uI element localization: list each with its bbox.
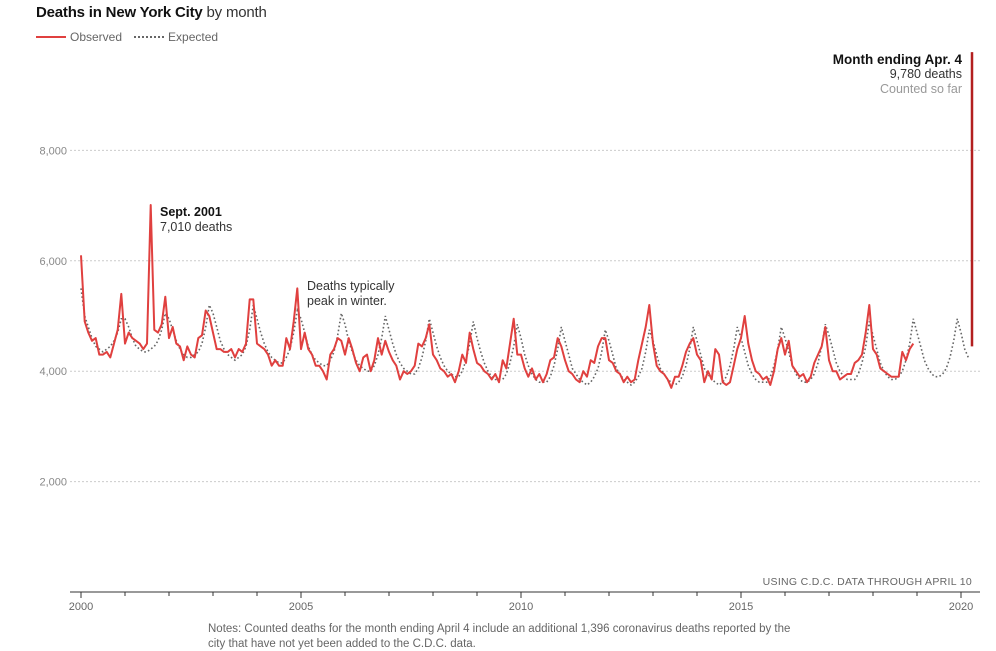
annotation-april-value: 9,780 deaths xyxy=(889,67,962,81)
annotation-april-title: Month ending Apr. 4 xyxy=(832,52,962,67)
x-tick-label: 2005 xyxy=(289,601,313,613)
title-strong: Deaths in New York City xyxy=(36,4,203,21)
notes: Notes: Counted deaths for the month endi… xyxy=(208,623,791,650)
source-note: USING C.D.C. DATA THROUGH APRIL 10 xyxy=(762,576,972,588)
y-tick-labels: 2,000 4,000 6,000 8,000 xyxy=(39,145,67,488)
legend-expected-label: Expected xyxy=(168,30,219,44)
annotation-april: Month ending Apr. 4 9,780 deaths Counted… xyxy=(833,52,962,97)
legend: Observed Expected xyxy=(36,30,230,44)
legend-observed-label: Observed xyxy=(70,30,123,44)
annotation-april-sub: Counted so far xyxy=(880,82,962,96)
chart-title: Deaths in New York City by month xyxy=(36,4,267,21)
y-tick-label: 4,000 xyxy=(39,366,67,378)
legend-expected: Expected xyxy=(134,30,218,44)
annotation-winter-line1: Deaths typically xyxy=(307,279,395,293)
observed-swatch xyxy=(36,36,66,38)
title-light: by month xyxy=(202,4,267,21)
series-lines xyxy=(80,52,974,389)
annotation-winter-line2: peak in winter. xyxy=(307,294,387,308)
x-tick-label: 2000 xyxy=(69,601,93,613)
y-tick-label: 6,000 xyxy=(39,256,67,268)
annotation-winter: Deaths typically peak in winter. xyxy=(307,279,395,309)
annotation-sept-value: 7,010 deaths xyxy=(160,220,233,234)
annotation-sept-2001: Sept. 2001 7,010 deaths xyxy=(160,205,232,235)
expected-swatch xyxy=(134,36,165,38)
expected-line xyxy=(80,288,970,387)
grid xyxy=(70,149,980,483)
x-tick-label: 2015 xyxy=(729,601,753,613)
observed-line xyxy=(80,204,915,389)
annotation-sept-title: Sept. 2001 xyxy=(160,205,222,219)
x-tick-label: 2010 xyxy=(509,601,533,613)
y-tick-label: 2,000 xyxy=(39,477,67,489)
x-tick-label: 2020 xyxy=(949,601,973,613)
legend-observed: Observed xyxy=(36,30,122,44)
x-axis: 2000 2005 2010 2015 2020 xyxy=(69,591,980,613)
y-tick-label: 8,000 xyxy=(39,145,67,157)
